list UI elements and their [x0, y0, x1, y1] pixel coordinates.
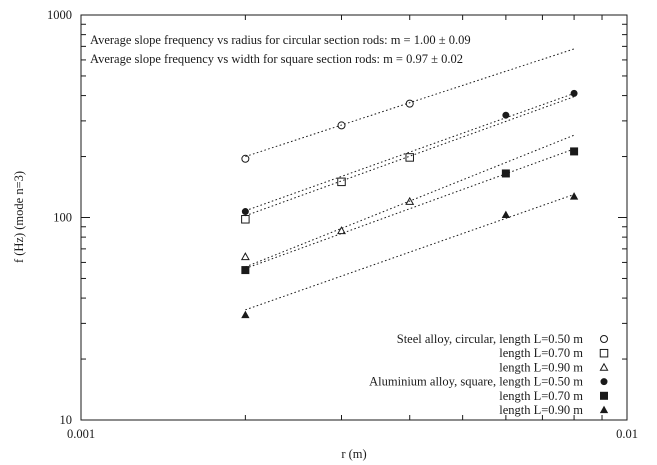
- fit-line: [245, 148, 575, 269]
- data-point: [337, 121, 346, 130]
- data-point: [337, 177, 346, 187]
- legend: Steel alloy, circular, length L=0.50 mle…: [369, 332, 609, 417]
- fit-line: [245, 92, 575, 212]
- legend-label: length L=0.90 m: [499, 360, 583, 374]
- data-point: [501, 210, 511, 219]
- legend-label: length L=0.70 m: [499, 389, 583, 403]
- annotation-circular-slope: Average slope frequency vs radius for ci…: [90, 33, 471, 47]
- data-point: [241, 310, 250, 319]
- axis-ticks: 0.001 0.01 10 100 1000: [47, 8, 638, 441]
- data-point: [570, 147, 579, 156]
- annotation-square-slope: Average slope frequency vs width for squ…: [90, 52, 463, 66]
- data-point: [337, 226, 346, 235]
- y-tick-label: 1000: [47, 8, 72, 22]
- data-point: [570, 89, 578, 97]
- y-axis-label: f (Hz) (mode n=3): [12, 171, 26, 263]
- legend-marker: [600, 378, 608, 386]
- data-point: [405, 99, 414, 108]
- data-point: [502, 111, 510, 119]
- y-tick-label: 10: [60, 413, 73, 427]
- data-point: [241, 154, 250, 163]
- data-point: [405, 153, 414, 162]
- x-tick-label: 0.01: [616, 427, 638, 441]
- data-point: [241, 215, 250, 224]
- legend-label: Aluminium alloy, square, length L=0.50 m: [369, 375, 583, 389]
- y-tick-label: 100: [53, 211, 72, 225]
- legend-label: length L=0.90 m: [499, 403, 583, 417]
- fit-lines: [245, 48, 575, 311]
- data-point: [241, 266, 250, 275]
- x-axis-label: r (m): [341, 447, 366, 461]
- data-point: [405, 196, 415, 205]
- legend-marker: [600, 391, 608, 400]
- data-point: [240, 252, 250, 261]
- legend-label: Steel alloy, circular, length L=0.50 m: [397, 332, 584, 346]
- legend-marker: [599, 362, 609, 371]
- legend-marker: [600, 335, 608, 343]
- legend-marker: [599, 405, 609, 414]
- data-points: [240, 89, 579, 319]
- legend-marker: [599, 348, 609, 358]
- x-tick-label: 0.001: [67, 427, 95, 441]
- data-point: [241, 208, 249, 216]
- fit-line: [245, 48, 575, 158]
- fit-line: [245, 134, 575, 268]
- data-point: [501, 169, 510, 178]
- legend-label: length L=0.70 m: [499, 346, 583, 360]
- data-point: [569, 192, 579, 200]
- fit-line: [245, 193, 575, 311]
